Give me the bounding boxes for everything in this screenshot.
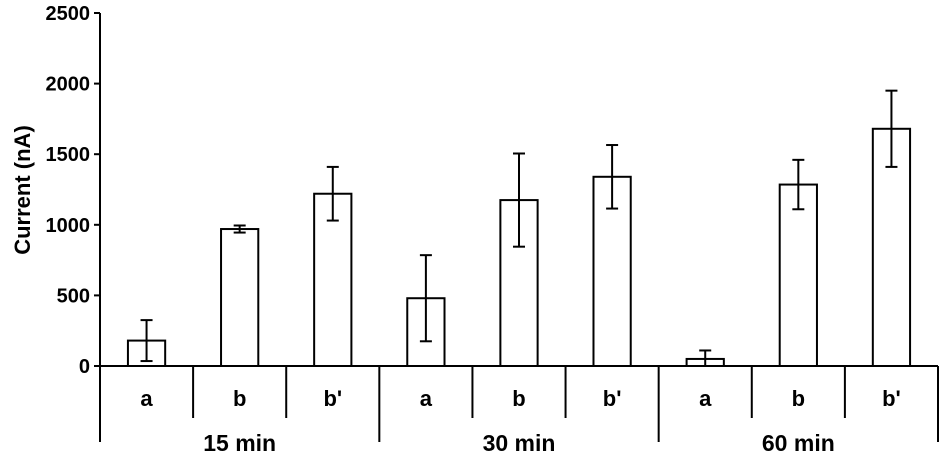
category-label: b xyxy=(792,386,805,411)
category-label: b' xyxy=(882,386,901,411)
category-label: a xyxy=(420,386,433,411)
y-tick-label: 0 xyxy=(79,356,90,378)
bars xyxy=(126,89,912,368)
y-tick-label: 1000 xyxy=(46,215,91,237)
category-label: a xyxy=(699,386,712,411)
bar xyxy=(778,183,818,367)
y-axis-label: Current (nA) xyxy=(10,125,35,255)
bar xyxy=(871,127,912,367)
group-label: 15 min xyxy=(203,430,276,456)
y-axis: 0 500 1000 1500 2000 2500 xyxy=(46,3,101,378)
y-tick-label: 2000 xyxy=(46,74,91,96)
y-tick-label: 500 xyxy=(57,285,90,307)
category-label: b' xyxy=(603,386,622,411)
y-tick-label: 1500 xyxy=(46,144,91,166)
category-label: a xyxy=(140,386,153,411)
y-tick-label: 2500 xyxy=(46,3,91,25)
bar xyxy=(220,228,260,367)
group-label: 60 min xyxy=(762,430,835,456)
x-axis: a b b' 15 min a b b' 30 min a b b' 60 min xyxy=(99,365,939,456)
category-label: b xyxy=(512,386,525,411)
group-label: 30 min xyxy=(483,430,556,456)
category-label: b xyxy=(233,386,246,411)
category-label: b' xyxy=(323,386,342,411)
